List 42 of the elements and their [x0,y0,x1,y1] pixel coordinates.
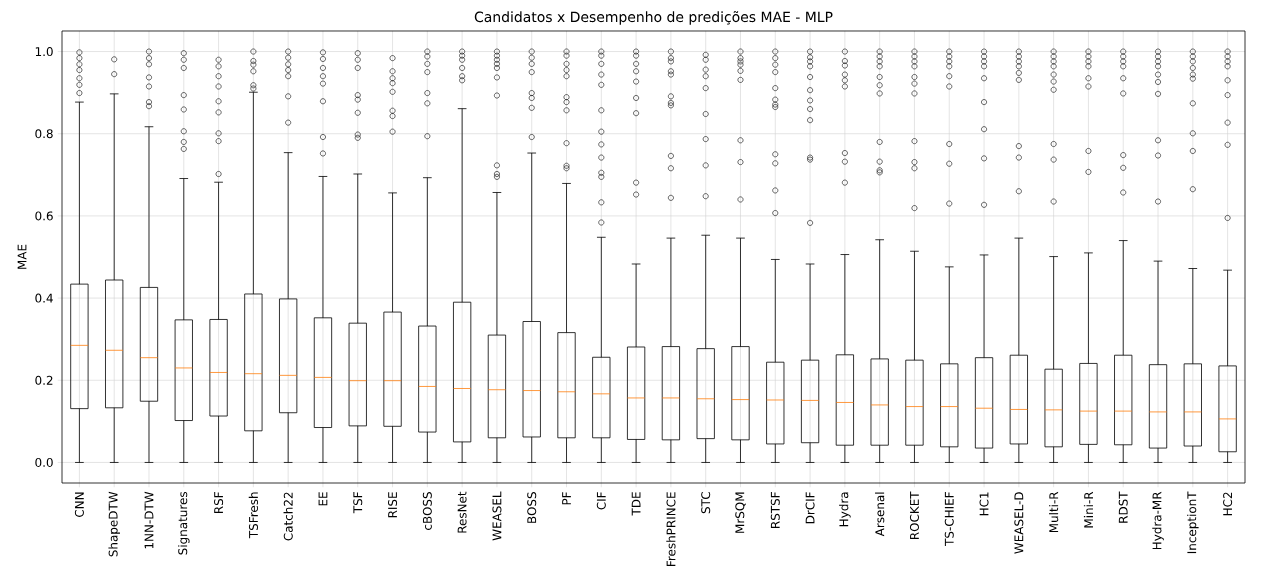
x-tick-label: BOSS [527,492,537,523]
x-tick-label: ROCKET [909,491,919,540]
x-tick-label: Mini-R [1083,491,1093,528]
y-axis-title: MAE [17,244,27,269]
x-tick-label: TSFresh [248,492,258,539]
x-tick-label: FreshPRINCE [666,492,676,566]
x-tick-label: Hydra-MR [1152,491,1164,550]
x-tick-label: EE [318,492,328,506]
x-tick-label: DrCIF [805,492,815,524]
y-tick-label: 0.4 [35,293,53,303]
x-tick-label: TSF [353,492,363,514]
x-tick-label: HC2 [1223,492,1233,516]
x-tick-label: CNN [74,492,84,517]
x-tick-label: RDST [1118,491,1128,523]
x-tick-label: STC [701,492,711,514]
x-tick-label: Catch22 [283,492,293,541]
y-tick-label: 0.0 [35,457,53,467]
x-tick-label: RSF [214,492,224,514]
x-tick-label: ResNet [457,491,467,533]
x-tick-label: WEASEL-D [1014,492,1024,554]
x-tick-label: WEASEL [492,491,502,541]
x-tick-label: MrSQM [735,492,746,533]
x-tick-label: Hydra [839,492,851,527]
x-tick-label: RSTSF [770,492,780,528]
x-tick-label: Arsenal [875,492,885,537]
x-tick-label: InceptionT [1187,491,1199,554]
x-tick-label: cBOSS [422,492,432,530]
x-tick-label: ShapeDTW [108,491,120,557]
y-tick-label: 1.0 [35,47,53,57]
x-tick-label: HC1 [979,492,989,516]
x-tick-label: CIF [596,492,606,510]
x-tick-label: TS-CHIEF [944,492,954,546]
chart-title: Candidatos x Desempenho de predições MAE - MLP [474,11,833,25]
y-tick-label: 0.2 [35,375,53,385]
x-tick-label: PF [562,492,571,505]
x-tick-label: TDE [631,492,641,516]
y-tick-label: 0.8 [35,129,53,139]
x-tick-label: 1NN-DTW [144,491,154,549]
y-tick-label: 0.6 [35,211,53,221]
x-tick-label: RISE [388,492,398,518]
x-tick-label: Multi-R [1049,491,1059,533]
x-tick-label: Signatures [178,492,190,555]
